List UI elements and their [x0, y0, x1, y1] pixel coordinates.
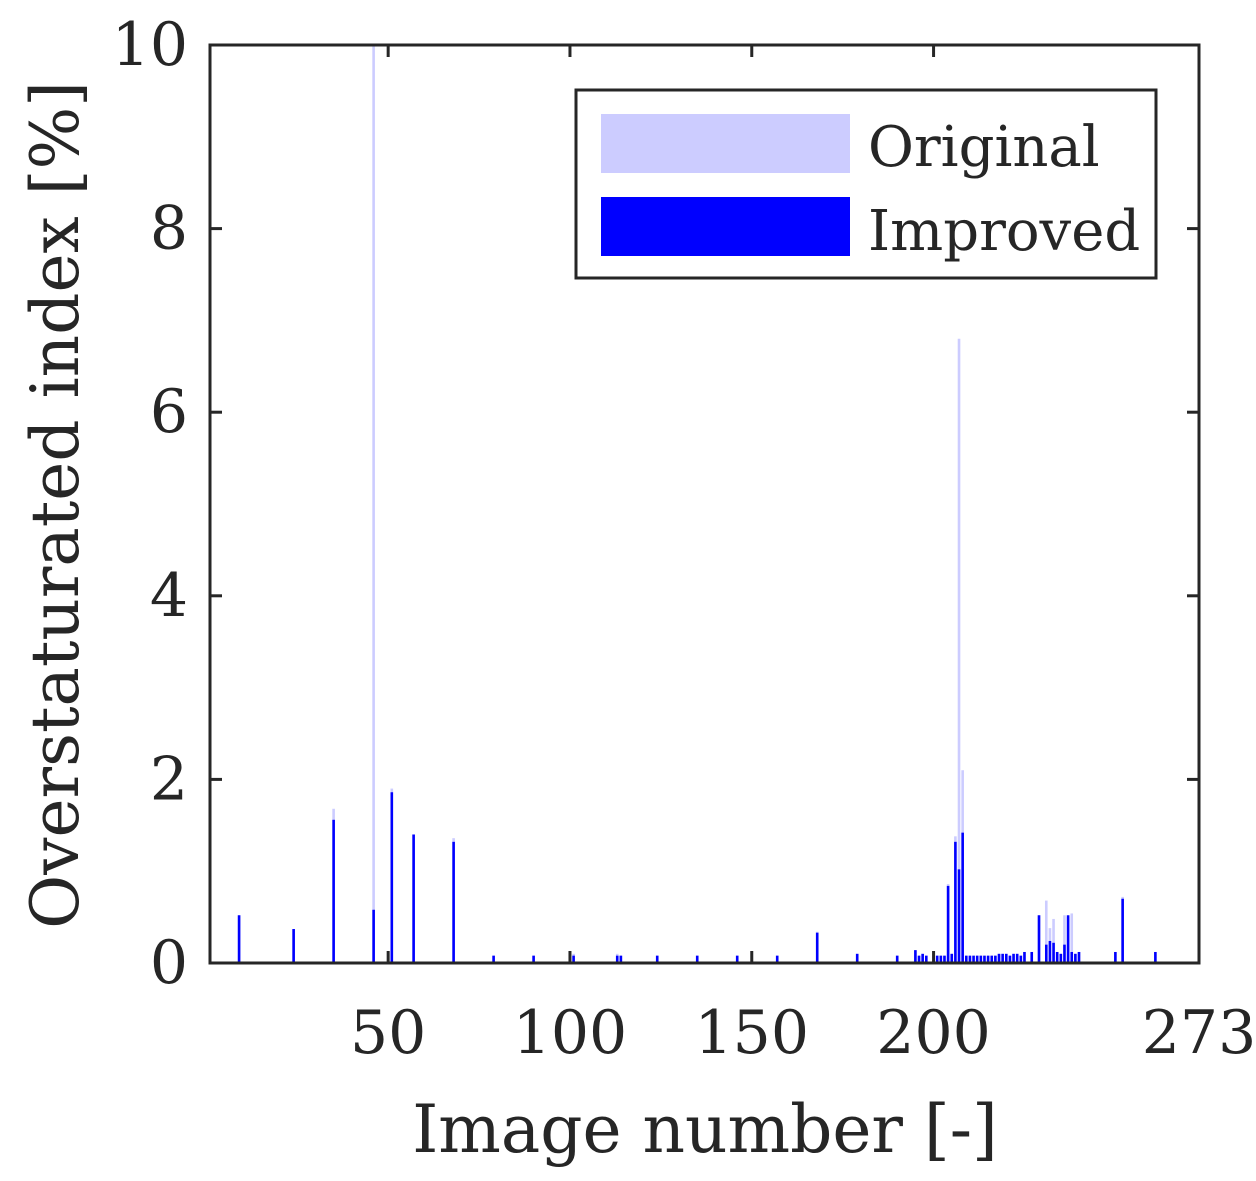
x-tick-label: 150 [695, 998, 810, 1068]
legend-swatch-improved [601, 197, 850, 256]
improved-bar [815, 932, 819, 963]
improved-bar [921, 953, 924, 963]
improved-bar [990, 955, 994, 963]
improved-bar [237, 915, 241, 963]
legend-label-improved: Improved [868, 199, 1140, 264]
legend-swatch-original [601, 114, 850, 173]
y-tick-label: 6 [150, 377, 188, 447]
improved-bar [1077, 951, 1081, 963]
improved-bar [572, 955, 575, 963]
improved-bar [917, 955, 921, 963]
improved-bar [994, 955, 997, 963]
original-bar [1052, 918, 1055, 963]
improved-bar [655, 955, 659, 963]
improved-bar [1059, 953, 1063, 963]
improved-bar [986, 955, 990, 963]
improved-bar [1048, 940, 1052, 963]
x-tick-label: 273 [1142, 998, 1256, 1068]
x-axis-label: Image number [-] [412, 1091, 998, 1168]
improved-bar [961, 832, 964, 963]
improved-bar [292, 929, 295, 963]
y-axis-label: Overstaturated index [%] [17, 81, 94, 929]
improved-bar [372, 909, 375, 963]
improved-bar [972, 955, 975, 963]
original-bar [372, 45, 375, 963]
improved-bar [1001, 953, 1004, 963]
improved-bar [695, 955, 699, 963]
improved-bar [615, 955, 619, 963]
improved-bar [1008, 955, 1012, 963]
improved-bar [1121, 898, 1124, 963]
improved-bar [390, 792, 394, 963]
improved-bar [1114, 951, 1117, 963]
improved-bar [412, 834, 415, 963]
improved-bar [895, 955, 899, 963]
improved-bar [1019, 955, 1023, 963]
y-tick-label: 2 [150, 744, 188, 814]
improved-bar [914, 950, 917, 963]
improved-bar [619, 955, 623, 963]
improved-bar [775, 955, 779, 963]
improved-bar [946, 885, 950, 963]
improved-bar [979, 955, 983, 963]
x-tick-label: 200 [876, 998, 991, 1068]
plot-area-frame [208, 43, 1201, 965]
improved-bar [935, 955, 939, 963]
improved-bar [939, 955, 943, 963]
x-tick-label: 100 [513, 998, 628, 1068]
improved-series-bars [208, 792, 1157, 963]
improved-bar [968, 955, 972, 963]
improved-bar [855, 953, 859, 963]
improved-bar [332, 819, 335, 963]
y-tick-label: 8 [150, 194, 188, 264]
improved-bar [925, 955, 928, 963]
legend: Original Improved [574, 88, 1158, 280]
improved-bar [950, 953, 954, 963]
improved-bar [997, 953, 1001, 963]
y-tick-label: 4 [150, 561, 188, 631]
improved-bar [1070, 951, 1074, 963]
improved-bar [964, 955, 968, 963]
improved-bar [1015, 953, 1019, 963]
improved-bar [532, 955, 535, 963]
axis-ticks: 50 100 150 200 273 0 2 4 6 8 10 [112, 10, 1256, 1068]
improved-bar [1063, 944, 1066, 963]
improved-bar [954, 841, 957, 963]
x-tick-label: 50 [350, 998, 426, 1068]
improved-bar [1023, 951, 1026, 963]
original-bar [1070, 913, 1074, 963]
improved-bar [1037, 915, 1041, 963]
improved-bar [492, 955, 495, 963]
improved-bar [452, 841, 455, 963]
improved-bar [975, 955, 979, 963]
improved-bar [1066, 915, 1070, 963]
improved-bar [1052, 942, 1055, 963]
improved-bar [1074, 953, 1077, 963]
improved-bar [943, 955, 946, 963]
original-bar [1044, 900, 1048, 963]
improved-bar [957, 869, 961, 963]
improved-bar [735, 955, 739, 963]
improved-bar [1154, 951, 1157, 963]
original-bar [1063, 915, 1066, 963]
improved-bar [1004, 953, 1008, 963]
improved-bar [1044, 944, 1048, 963]
y-tick-label: 10 [112, 10, 188, 80]
improved-bar [983, 955, 986, 963]
legend-label-original: Original [868, 115, 1100, 180]
improved-bar [1030, 951, 1034, 963]
improved-bar [1055, 951, 1059, 963]
improved-bar [1012, 953, 1015, 963]
original-bar [957, 338, 961, 963]
y-tick-label: 0 [150, 928, 188, 998]
